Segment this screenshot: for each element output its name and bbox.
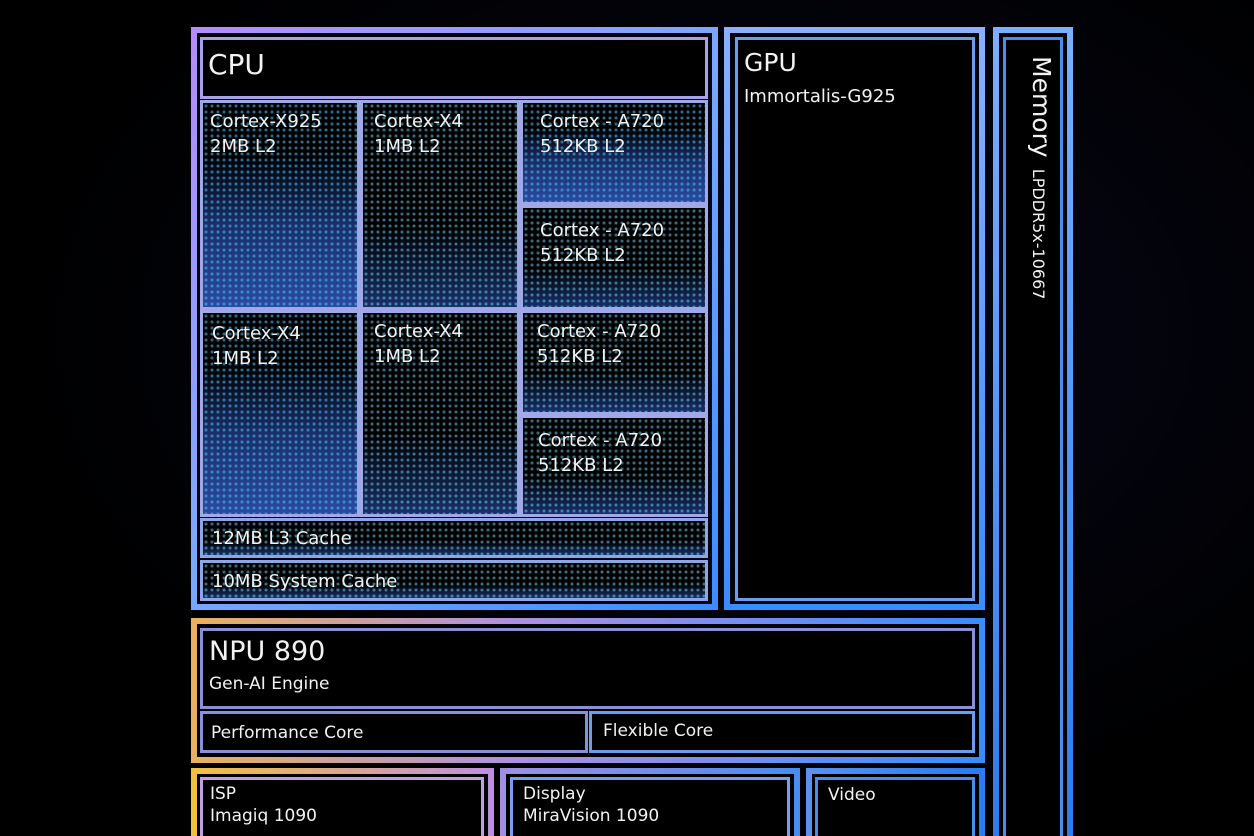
system-cache-label: 10MB System Cache bbox=[212, 571, 398, 592]
flexible-core: Flexible Core bbox=[589, 711, 975, 753]
performance-core: Performance Core bbox=[200, 711, 588, 753]
cpu-header: CPU bbox=[200, 37, 708, 99]
cpu-core: Cortex-X925 2MB L2 bbox=[200, 100, 360, 310]
l3-cache: 12MB L3 Cache bbox=[200, 518, 708, 558]
cpu-core: Cortex-X4 1MB L2 bbox=[360, 310, 520, 517]
video-title: Video bbox=[828, 785, 876, 805]
cpu-core: Cortex - A720 512KB L2 bbox=[520, 310, 708, 415]
npu-subtitle: Gen-AI Engine bbox=[209, 674, 330, 694]
core-name: Cortex-X4 bbox=[374, 111, 463, 132]
flexible-core-label: Flexible Core bbox=[603, 721, 714, 741]
display-box: Display MiraVision 1090 bbox=[510, 777, 790, 836]
performance-core-label: Performance Core bbox=[211, 723, 364, 743]
core-name: Cortex - A720 bbox=[538, 430, 663, 451]
core-name: Cortex-X4 bbox=[374, 321, 463, 342]
core-name: Cortex - A720 bbox=[540, 111, 665, 132]
gpu-box: GPU Immortalis-G925 bbox=[735, 37, 975, 601]
gpu-title: GPU bbox=[744, 48, 797, 77]
display-title: Display bbox=[523, 784, 586, 804]
core-name: Cortex-X925 bbox=[210, 111, 322, 132]
core-cache: 1MB L2 bbox=[212, 348, 279, 369]
video-box: Video bbox=[815, 777, 975, 836]
cpu-core: Cortex - A720 512KB L2 bbox=[520, 100, 708, 205]
memory-subtitle: LPDDR5x-10667 bbox=[1029, 168, 1048, 300]
core-name: Cortex - A720 bbox=[540, 220, 665, 241]
display-subtitle: MiraVision 1090 bbox=[523, 806, 660, 826]
core-cache: 512KB L2 bbox=[540, 245, 626, 266]
npu-title: NPU 890 bbox=[209, 636, 326, 667]
isp-title: ISP bbox=[210, 784, 237, 804]
l3-label: 12MB L3 Cache bbox=[212, 528, 352, 549]
isp-subtitle: Imagiq 1090 bbox=[210, 806, 317, 826]
core-cache: 512KB L2 bbox=[538, 455, 624, 476]
system-cache: 10MB System Cache bbox=[200, 560, 708, 601]
cpu-core: Cortex - A720 512KB L2 bbox=[520, 415, 708, 517]
memory-box: Memory LPDDR5x-10667 bbox=[1003, 37, 1063, 836]
memory-title: Memory bbox=[1027, 56, 1056, 158]
core-cache: 1MB L2 bbox=[374, 346, 441, 367]
cpu-core: Cortex-X4 1MB L2 bbox=[360, 100, 520, 310]
core-cache: 512KB L2 bbox=[540, 136, 626, 157]
core-name: Cortex - A720 bbox=[537, 321, 662, 342]
gpu-subtitle: Immortalis-G925 bbox=[744, 86, 896, 107]
memory-labels: Memory LPDDR5x-10667 bbox=[1027, 56, 1056, 299]
cpu-title: CPU bbox=[208, 48, 265, 81]
isp-box: ISP Imagiq 1090 bbox=[200, 777, 484, 836]
core-cache: 2MB L2 bbox=[210, 136, 277, 157]
core-name: Cortex-X4 bbox=[212, 323, 301, 344]
npu-box: NPU 890 Gen-AI Engine bbox=[200, 628, 975, 709]
core-cache: 512KB L2 bbox=[537, 346, 623, 367]
core-cache: 1MB L2 bbox=[374, 136, 441, 157]
cpu-core: Cortex-X4 1MB L2 bbox=[200, 310, 360, 517]
cpu-core: Cortex - A720 512KB L2 bbox=[520, 205, 708, 310]
